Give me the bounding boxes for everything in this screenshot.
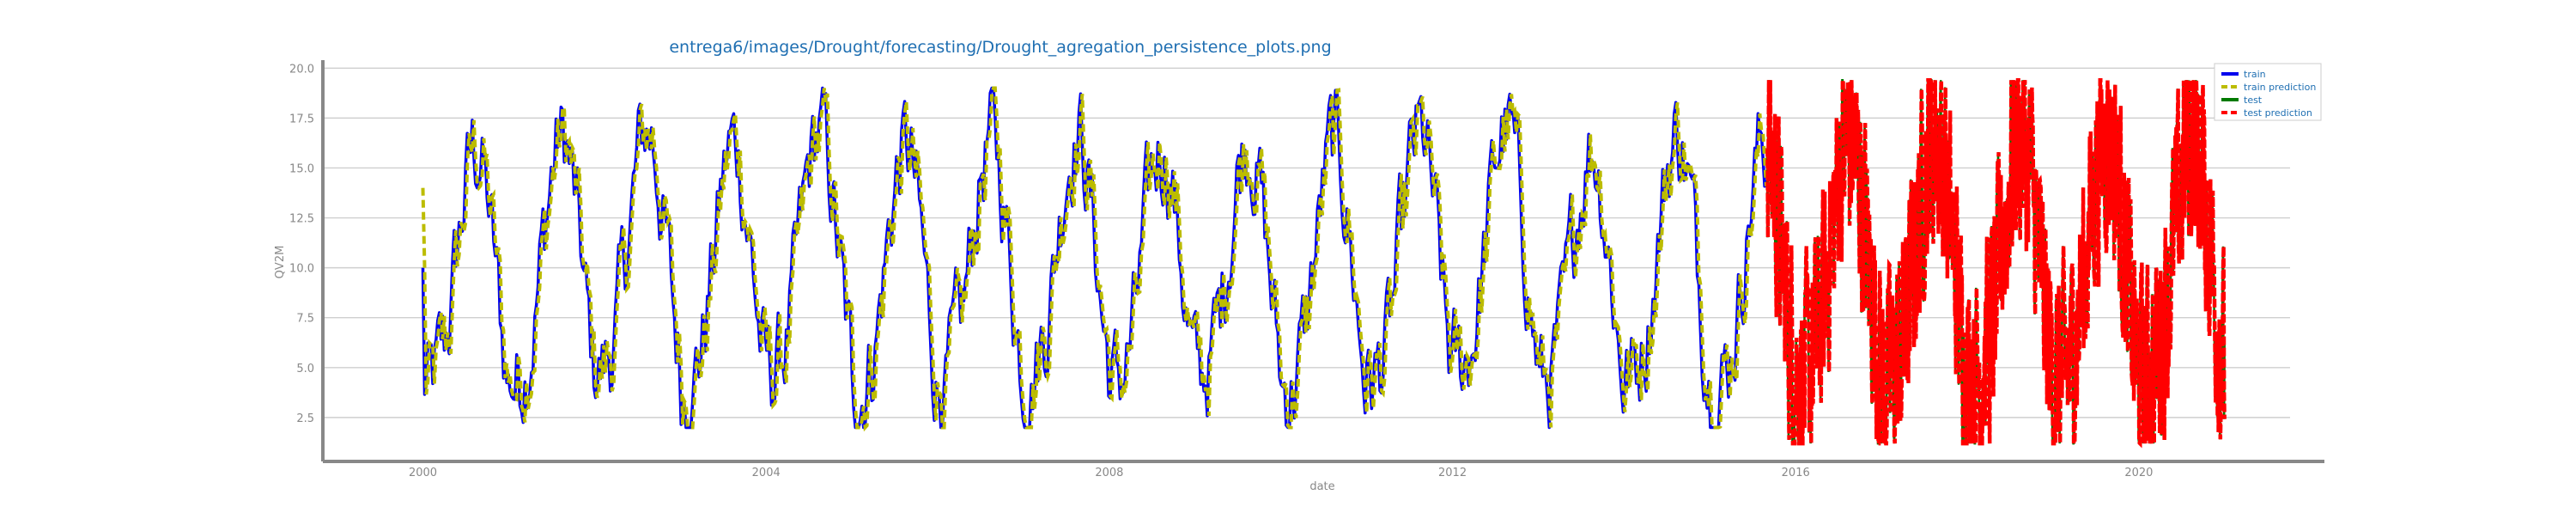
x-axis-label: date [1309, 480, 1334, 493]
y-tick-label: 17.5 [289, 113, 314, 125]
series-line-train-prediction [421, 86, 1768, 432]
plot-area [421, 77, 2227, 449]
x-tick-label: 2004 [752, 467, 781, 479]
legend: train train prediction test test predict… [2214, 63, 2322, 121]
x-tick-label: 2020 [2124, 467, 2153, 479]
y-tick-label: 12.5 [289, 213, 314, 226]
legend-label-train-prediction: train prediction [2244, 82, 2316, 93]
x-tick-label: 2000 [409, 467, 437, 479]
series-line-test-prediction [1765, 77, 2227, 449]
y-tick-label: 2.5 [296, 412, 314, 425]
x-tick-label: 2008 [1095, 467, 1123, 479]
chart-title: entrega6/images/Drought/forecasting/Drou… [669, 38, 1331, 57]
y-tick-label: 20.0 [289, 63, 314, 76]
legend-label-test: test [2244, 95, 2263, 106]
y-tick-label: 15.0 [289, 162, 314, 175]
x-tick-label: 2012 [1438, 467, 1467, 479]
tick-labels: 2.5 5.0 7.5 10.0 12.5 15.0 17.5 20.0 2000 2004 200… [289, 63, 2153, 479]
y-tick-label: 10.0 [289, 263, 314, 276]
x-tick-label: 2016 [1782, 467, 1810, 479]
legend-label-train: train [2244, 69, 2266, 80]
y-axis-label: QV2M [274, 246, 287, 279]
y-tick-label: 5.0 [296, 363, 314, 376]
y-tick-label: 7.5 [296, 313, 314, 326]
legend-label-test-prediction: test prediction [2244, 107, 2312, 119]
